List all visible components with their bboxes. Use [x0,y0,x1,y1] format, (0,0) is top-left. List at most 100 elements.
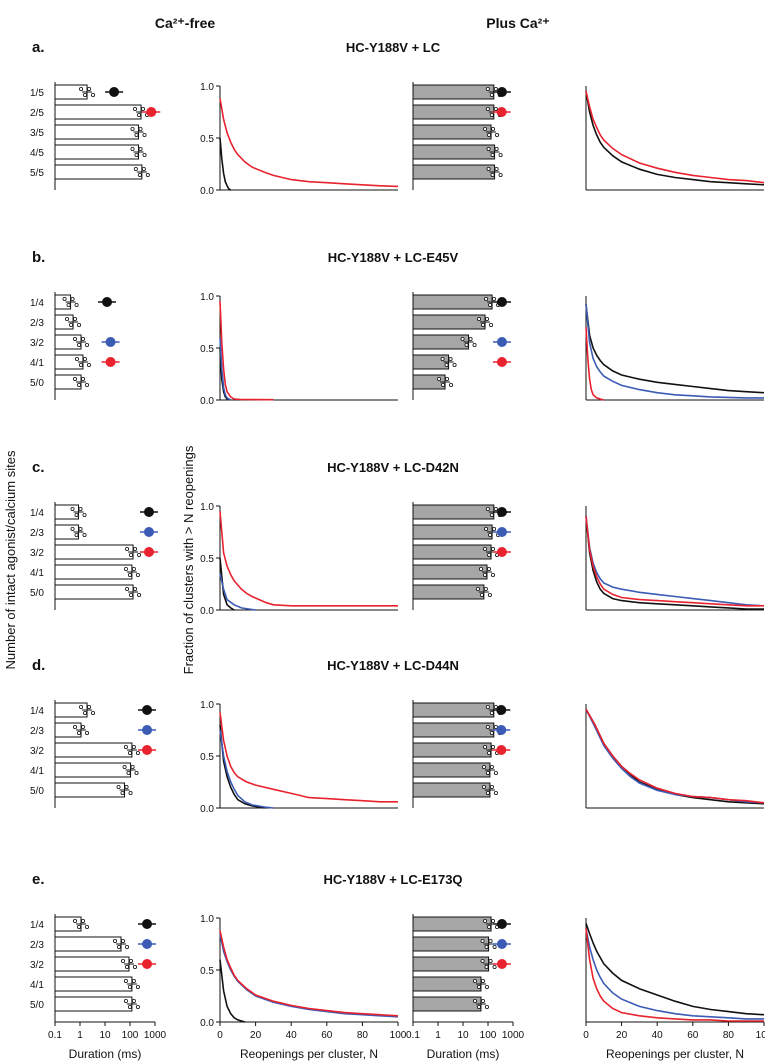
data-point [142,132,147,137]
x-tick-label: 80 [357,1030,369,1041]
data-point [484,945,489,950]
data-point [487,751,492,756]
marker-dot [109,87,120,97]
curve-blue [219,933,399,1018]
data-point [70,506,75,511]
panel-label: d. [32,657,45,674]
data-point [85,382,90,387]
data-point [74,533,79,538]
bar [412,564,488,580]
data-point [492,527,497,532]
data-point [82,513,87,518]
data-point [493,791,498,796]
panel-0: a. HC-Y188V + LC 1/5 2/5 3/5 4/5 5/5 0.0 0.5 1.0 [30,39,765,197]
data-point [487,925,492,930]
bar [54,742,133,758]
data-point [479,593,484,598]
data-point [483,547,488,552]
x-tick-label: 100 [480,1030,497,1041]
x-tick-label: 60 [687,1030,699,1041]
panel-label: b. [32,249,45,266]
data-point [481,765,486,770]
data-point [493,107,498,112]
data-point [127,1005,132,1010]
data-point [123,745,128,750]
data-point [81,336,86,341]
data-point [126,771,131,776]
data-point [491,547,496,552]
x-tick-label: 100 [390,1030,407,1041]
data-point [130,765,135,770]
curve-red [585,928,764,1022]
data-point [490,573,495,578]
data-point [482,573,487,578]
data-point [85,342,90,347]
panel-title: HC-Y188V + LC-E45V [328,250,459,265]
data-point [69,322,74,327]
data-point [485,316,490,321]
data-point [81,725,86,730]
curve-black [585,922,765,1016]
data-point [77,925,82,930]
x-tick-label: 100 [122,1030,139,1041]
data-point [464,342,469,347]
data-point [130,127,135,132]
row-label: 4/5 [30,148,44,159]
data-point [489,711,494,716]
marker-dot [496,725,507,735]
data-point [130,146,135,151]
data-point [486,146,491,151]
marker-dot [146,107,157,117]
data-point [485,705,490,710]
row-label: 4/1 [30,980,44,991]
data-point [484,985,489,990]
data-point [127,573,132,578]
row-label: 3/2 [30,548,44,559]
header-left: Ca²⁺-free [155,15,216,31]
data-point [488,939,493,944]
marker-dot [105,357,116,367]
data-point [129,553,134,558]
data-point [137,113,142,118]
panel-title: HC-Y188V + LC-E173Q [323,872,462,887]
data-point [125,945,130,950]
data-point [493,506,498,511]
bar [412,936,490,952]
curve-blue [219,337,232,401]
curve-blue [585,928,764,1020]
curve-black [219,724,265,809]
y-tick-label: 1.0 [200,502,214,513]
panel-2: c. HC-Y188V + LC-D42N 1/4 2/3 3/2 4/1 5/0 0.0 0.… [30,459,765,617]
marker-dot [496,705,507,715]
data-point [490,172,495,177]
data-point [475,587,480,592]
bar [54,976,133,992]
marker-dot [496,107,507,117]
data-point [135,751,140,756]
marker-dot [142,725,153,735]
row-label: 5/0 [30,786,44,797]
y-tick-label: 0.0 [200,606,214,617]
y-tick-label: 0.5 [200,752,214,763]
data-point [476,985,481,990]
data-point [484,527,489,532]
data-point [77,322,82,327]
data-point [489,513,494,518]
x-axis-label: Duration (ms) [427,1047,500,1061]
data-point [440,356,445,361]
data-point [137,172,142,177]
data-point [489,765,494,770]
row-label: 2/3 [30,940,44,951]
panel-title: HC-Y188V + LC [346,40,441,55]
y-tick-label: 0.0 [200,804,214,815]
bar [412,782,491,798]
data-point [488,533,493,538]
bar [54,544,134,560]
data-point [121,939,126,944]
data-point [128,791,133,796]
data-point [123,979,128,984]
marker-dot [496,527,507,537]
data-point [133,587,138,592]
data-point [491,127,496,132]
data-point [77,342,82,347]
